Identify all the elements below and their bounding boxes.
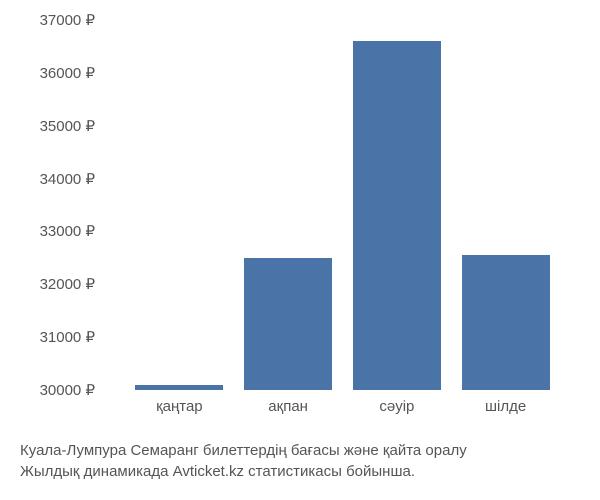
price-chart: 30000 ₽ 31000 ₽ 32000 ₽ 33000 ₽ 34000 ₽ 35000…	[20, 20, 580, 430]
bars-container	[105, 20, 580, 390]
x-tick-label: шілде	[461, 398, 551, 415]
caption-line-2: Жылдық динамикада Avticket.kz статистика…	[20, 461, 467, 482]
bar	[135, 385, 223, 390]
y-tick-label: 37000 ₽	[40, 11, 95, 29]
y-tick-label: 35000 ₽	[40, 117, 95, 135]
x-axis-labels: қаңтар ақпан сәуір шілде	[105, 398, 580, 415]
x-tick-label: қаңтар	[134, 398, 224, 415]
y-axis: 30000 ₽31000 ₽32000 ₽33000 ₽34000 ₽35000…	[20, 20, 105, 390]
y-tick-label: 36000 ₽	[40, 64, 95, 82]
bar-group	[461, 255, 551, 390]
y-tick-label: 34000 ₽	[40, 170, 95, 188]
y-tick-label: 33000 ₽	[40, 222, 95, 240]
x-tick-label: ақпан	[243, 398, 333, 415]
bar	[244, 258, 332, 390]
x-tick-label: сәуір	[352, 398, 442, 415]
y-tick-label: 32000 ₽	[40, 275, 95, 293]
bar-group	[352, 41, 442, 390]
y-tick-label: 31000 ₽	[40, 328, 95, 346]
y-tick-label: 30000 ₽	[40, 381, 95, 399]
bar	[353, 41, 441, 390]
bar	[462, 255, 550, 390]
chart-caption: Куала-Лумпура Семаранг билеттердің бағас…	[20, 440, 467, 482]
bar-group	[134, 385, 224, 390]
bar-group	[243, 258, 333, 390]
caption-line-1: Куала-Лумпура Семаранг билеттердің бағас…	[20, 440, 467, 461]
plot-area	[105, 20, 580, 390]
